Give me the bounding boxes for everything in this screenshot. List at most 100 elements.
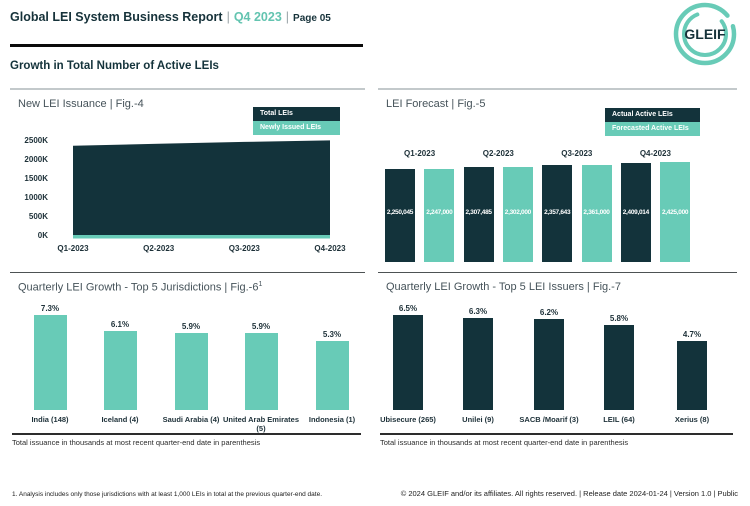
fig5-bar-value: 2,409,014	[622, 209, 650, 216]
fig4-x-tick: Q3-2023	[229, 244, 261, 253]
legend-item-newly-issued-leis: Newly Issued LEIs	[253, 121, 340, 135]
copyright-line: © 2024 GLEIF and/or its affiliates. All …	[400, 489, 738, 498]
fig4-y-tick: 0K	[38, 231, 48, 240]
fig5-bar-value: 2,361,000	[583, 209, 610, 216]
fig7-note: Total issuance in thousands at most rece…	[380, 438, 629, 447]
fig5-quarter-label: Q1-2023	[404, 149, 436, 158]
fig5-bar-q4-2023-actual: 2,409,014	[620, 162, 651, 262]
fig7-bars-value-label: 5.8%	[609, 314, 629, 324]
panel-lei-forecast: LEI Forecast | Fig.-5 Actual Active LEIs…	[378, 88, 737, 266]
fig5-title-text: LEI Forecast | Fig.-5	[386, 98, 486, 110]
fig7-bars-category-label: LEIL (64)	[603, 415, 635, 424]
fig6-bars-bar-5	[315, 341, 349, 410]
gleif-logo: GLEIF	[668, 1, 742, 74]
fig5-bar-value: 2,357,643	[544, 209, 571, 216]
fig4-y-tick: 500K	[29, 212, 48, 221]
fig4-x-tick: Q4-2023	[314, 244, 346, 253]
fig6-bars-bar-4	[244, 333, 278, 410]
fig5-quarter-label: Q4-2023	[639, 149, 671, 158]
fig6-title-superscript: 1	[258, 281, 263, 288]
fig4-y-tick: 1500K	[24, 174, 48, 183]
fig7-bars-category-label: Ubisecure (265)	[380, 415, 436, 424]
fig4-y-tick: 2000K	[24, 155, 48, 164]
fig5-bar-q1-2023-forecast: 2,247,000	[424, 169, 455, 262]
fig4-y-tick: 2500K	[24, 136, 48, 145]
page-number: Page 05	[293, 13, 331, 24]
fig5-bar-value: 2,247,000	[426, 209, 453, 216]
analysis-footnote: 1. Analysis includes only those jurisdic…	[12, 491, 323, 498]
fig4-area-chart: 0K 500K 1000K 1500K 2000K 2500K Q1-2023 Q2-2023…	[24, 136, 346, 253]
section-heading: Growth in Total Number of Active LEIs	[10, 60, 219, 72]
fig6-bars-bar-1	[33, 315, 67, 410]
fig6-bars-bar-2	[103, 330, 137, 410]
fig4-x-tick: Q2-2023	[143, 244, 175, 253]
fig6-bar-chart: 7.3% India (148) 6.1% Iceland (4) 5.9% Saudi …	[10, 273, 365, 450]
header-divider	[10, 44, 363, 47]
fig7-note-divider	[380, 433, 733, 435]
report-period: Q4 2023	[233, 10, 282, 24]
legend-item-total-leis: Total LEIs	[253, 107, 340, 121]
fig5-bar-value: 2,425,000	[661, 209, 689, 216]
fig6-bars-category-label: United Arab Emirates (5)	[223, 415, 299, 433]
fig4-y-tick: 1000K	[24, 193, 48, 202]
fig7-bars-bar-5	[677, 341, 707, 410]
report-title: Global LEI System Business Report	[10, 10, 223, 24]
fig7-title: Quarterly LEI Growth - Top 5 LEI Issuers…	[386, 281, 621, 293]
fig7-bars-value-label: 6.3%	[468, 306, 488, 316]
fig6-bars-value-label: 6.1%	[110, 319, 130, 329]
fig6-bars-value-label: 7.3%	[40, 304, 60, 313]
gleif-logo-icon: GLEIF	[673, 2, 737, 66]
fig6-note-divider	[12, 433, 361, 435]
fig7-bars-category-label: Unilei (9)	[462, 415, 494, 424]
fig7-bar-chart: 6.5% Ubisecure (265) 6.3% Unilei (9) 6.2% SAC…	[378, 273, 737, 450]
fig6-bars-value-label: 5.9%	[181, 322, 201, 332]
fig6-bars-bar-3	[174, 333, 208, 410]
fig7-bars-bar-1	[393, 315, 423, 410]
fig5-title: LEI Forecast | Fig.-5	[386, 98, 485, 110]
fig6-bars-category-label: Saudi Arabia (4)	[162, 415, 220, 424]
fig7-bars-bar-3	[534, 319, 564, 410]
fig5-quarter-label: Q3-2023	[561, 149, 593, 158]
title-separator: |	[285, 10, 290, 24]
fig4-total-leis-area	[73, 140, 330, 235]
panel-new-lei-issuance: New LEI Issuance | Fig.-4 Total LEIs New…	[10, 88, 365, 266]
legend-item-forecasted-active-leis: Forecasted Active LEIs	[605, 122, 700, 136]
fig5-quarter-label: Q2-2023	[482, 149, 514, 158]
fig4-newly-issued-strip	[73, 235, 330, 239]
fig7-title-text: Quarterly LEI Growth - Top 5 LEI Issuers…	[386, 281, 621, 293]
panel-top5-jurisdictions: Quarterly LEI Growth - Top 5 Jurisdictio…	[10, 272, 365, 450]
fig5-bar-chart: Q1-2023 2,250,045 2,247,000 Q2-2023 2,307,48…	[378, 90, 737, 266]
fig5-legend: Actual Active LEIs Forecasted Active LEI…	[605, 108, 700, 136]
panel-top5-lei-issuers: Quarterly LEI Growth - Top 5 LEI Issuers…	[378, 272, 737, 450]
fig6-bars-category-label: Iceland (4)	[101, 415, 139, 424]
fig7-bars-value-label: 6.5%	[398, 304, 418, 313]
fig6-bars-value-label: 5.3%	[322, 330, 342, 339]
fig5-bar-q4-2023-forecast: 2,425,000	[660, 162, 691, 262]
report-header: Global LEI System Business Report | Q4 202…	[10, 10, 331, 24]
fig5-bar-value: 2,307,485	[465, 209, 492, 216]
fig7-bars-category-label: SACB /Moarif (3)	[519, 415, 579, 424]
fig5-bar-q3-2023-forecast: 2,361,000	[581, 164, 612, 262]
fig4-title-text: New LEI Issuance | Fig.-4	[18, 98, 144, 110]
fig6-bars-category-label: India (148)	[31, 415, 69, 424]
fig7-bars-bar-2	[463, 317, 493, 410]
fig5-bar-q3-2023-actual: 2,357,643	[542, 164, 573, 262]
fig5-bar-q2-2023-forecast: 2,302,000	[502, 167, 533, 262]
fig6-bars-category-label: Indonesia (1)	[308, 415, 356, 424]
gleif-logo-text: GLEIF	[684, 26, 726, 42]
fig4-title: New LEI Issuance | Fig.-4	[18, 98, 144, 110]
fig7-bars-value-label: 6.2%	[539, 308, 559, 318]
fig6-title-text: Quarterly LEI Growth - Top 5 Jurisdictio…	[18, 281, 259, 294]
fig6-note: Total issuance in thousands at most rece…	[12, 438, 261, 447]
legend-item-actual-active-leis: Actual Active LEIs	[605, 108, 700, 122]
title-separator: |	[226, 10, 230, 24]
fig4-x-tick: Q1-2023	[57, 244, 89, 253]
fig7-bars-value-label: 4.7%	[682, 330, 702, 340]
fig5-bar-value: 2,250,045	[386, 209, 414, 216]
fig7-bars-bar-4	[604, 325, 634, 410]
fig5-bar-q1-2023-actual: 2,250,045	[385, 169, 415, 262]
fig5-bar-value: 2,302,000	[504, 209, 532, 216]
fig7-bars-category-label: Xerius (8)	[674, 415, 710, 424]
fig6-title: Quarterly LEI Growth - Top 5 Jurisdictio…	[18, 281, 262, 294]
